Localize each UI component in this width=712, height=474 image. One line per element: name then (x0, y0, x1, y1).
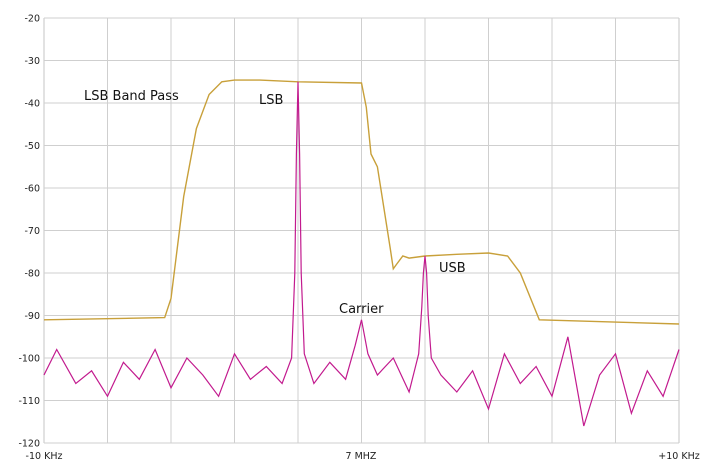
y-tick-label: -90 (24, 311, 40, 322)
band-pass-series-line (43, 79, 680, 325)
y-tick-label: -50 (24, 141, 40, 152)
annotation-lsb: LSB (259, 93, 283, 108)
grid (43, 17, 680, 444)
x-tick-center: 7 MHZ (346, 451, 377, 462)
y-tick-label: -40 (24, 99, 40, 110)
y-tick-label: -60 (24, 184, 40, 195)
y-tick-label: -30 (24, 56, 40, 67)
x-tick-left: -10 KHz (26, 451, 63, 462)
y-tick-label: -120 (18, 439, 40, 450)
y-tick-label: -100 (18, 354, 40, 365)
y-tick-label: -20 (24, 14, 40, 25)
y-axis: -20 -30 -40 -50 -60 -70 -80 -90 -100 -110 -120 (18, 14, 40, 450)
annotation-lsb-band-pass: LSB Band Pass (84, 89, 179, 104)
x-axis: -10 KHz 7 MHZ +10 KHz (26, 451, 700, 462)
signal-series-line (43, 81, 680, 427)
y-tick-label: -110 (18, 396, 40, 407)
annotation-carrier: Carrier (339, 302, 384, 317)
annotation-usb: USB (439, 261, 466, 276)
x-tick-right: +10 KHz (658, 451, 699, 462)
y-tick-label: -70 (24, 226, 40, 237)
y-tick-label: -80 (24, 269, 40, 280)
